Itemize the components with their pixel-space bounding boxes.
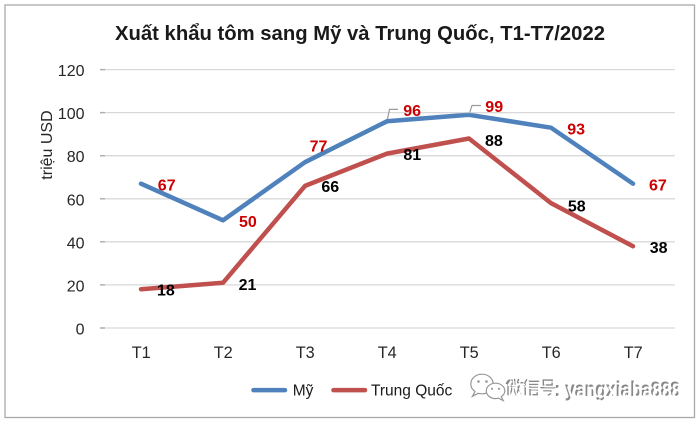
svg-text:21: 21 — [239, 277, 257, 294]
svg-text:67: 67 — [158, 177, 176, 194]
svg-text:T5: T5 — [460, 344, 479, 362]
svg-text:Trung Quốc: Trung Quốc — [371, 382, 453, 399]
svg-text:120: 120 — [58, 63, 85, 80]
svg-text:T4: T4 — [378, 344, 397, 362]
svg-text:T7: T7 — [624, 344, 643, 362]
svg-text:: yangxiaba888: : yangxiaba888 — [554, 377, 680, 401]
svg-text:67: 67 — [649, 178, 667, 195]
svg-text:: yangxiaba888: : yangxiaba888 — [556, 379, 682, 403]
svg-text:Mỹ: Mỹ — [293, 382, 314, 399]
svg-text:77: 77 — [310, 138, 328, 155]
svg-text:100: 100 — [58, 106, 85, 123]
svg-text:88: 88 — [485, 133, 503, 150]
svg-text:T2: T2 — [214, 344, 233, 362]
svg-text:T3: T3 — [296, 344, 315, 362]
svg-text:T1: T1 — [132, 344, 151, 362]
svg-text:triệu USD: triệu USD — [39, 110, 56, 179]
svg-text:0: 0 — [76, 322, 85, 339]
svg-text:18: 18 — [157, 282, 175, 299]
svg-text:20: 20 — [67, 278, 85, 295]
svg-text:99: 99 — [485, 99, 503, 116]
svg-text:50: 50 — [239, 214, 257, 231]
svg-text:81: 81 — [403, 147, 421, 164]
svg-text:T6: T6 — [542, 344, 561, 362]
svg-text:80: 80 — [67, 149, 85, 166]
svg-text:Xuất khẩu tôm sang Mỹ và Trung: Xuất khẩu tôm sang Mỹ và Trung Quốc, T1-… — [115, 22, 605, 45]
svg-text:40: 40 — [67, 235, 85, 252]
svg-text:38: 38 — [650, 240, 668, 257]
svg-text:93: 93 — [567, 122, 585, 139]
svg-text:66: 66 — [321, 179, 339, 196]
svg-text:96: 96 — [403, 103, 421, 120]
svg-text:60: 60 — [67, 192, 85, 209]
svg-text:58: 58 — [568, 198, 586, 215]
